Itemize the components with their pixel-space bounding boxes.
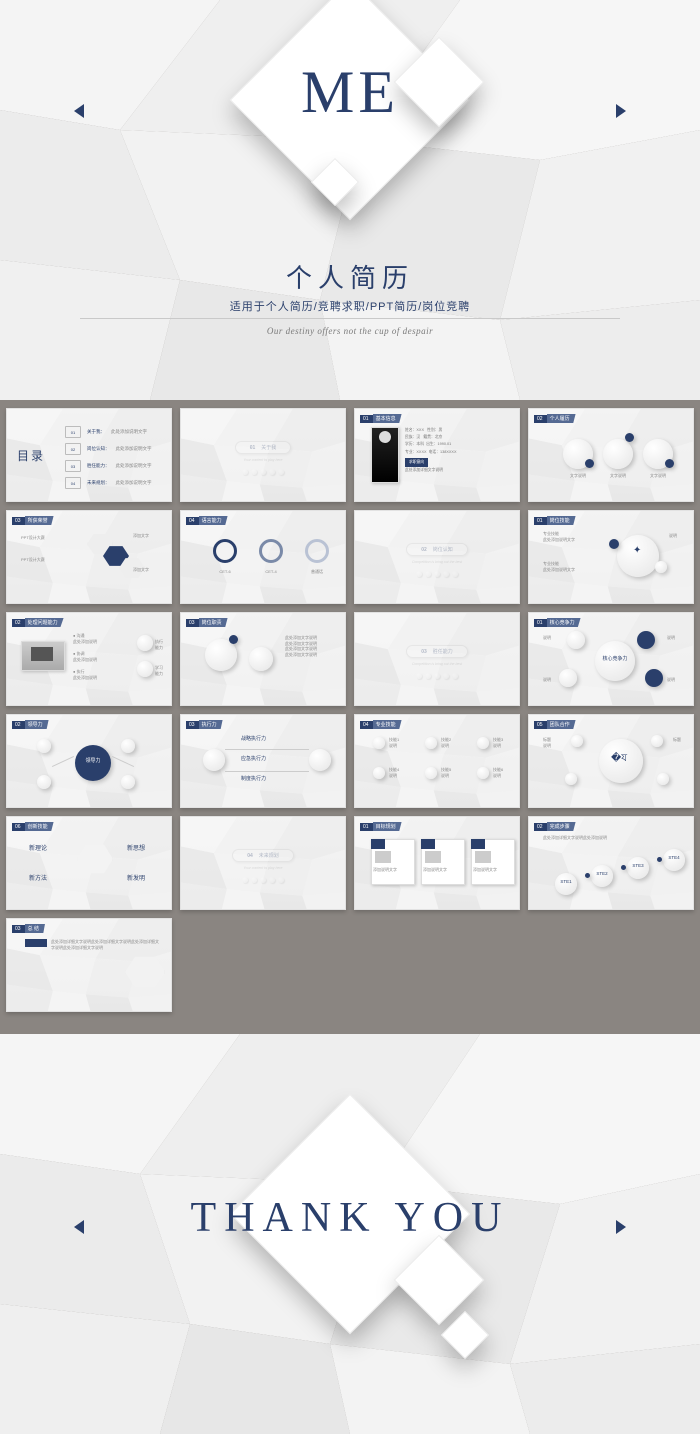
slide-tag-label: 语言能力	[199, 516, 228, 525]
slide-tag-label: 处理问题能力	[25, 618, 64, 627]
slide-tag-num: 01	[360, 823, 373, 831]
slide-tag-num: 03	[186, 721, 199, 729]
slide-tag-num: 03	[12, 925, 25, 933]
slide-tag: 01 岗位技能	[534, 516, 576, 525]
cover-cn-sub: 适用于个人简历/竞聘求职/PPT简历/岗位竞聘	[230, 298, 471, 314]
slide-thumb[interactable]: 03 总 结 此处添加详细文字说明此处添加详细文字说明此处添加详细文字说明此处添…	[6, 918, 172, 1012]
cover-slide: ME 个人简历 适用于个人简历/竞聘求职/PPT简历/岗位竞聘 Our dest…	[0, 0, 700, 400]
slide-tag-label: 完成步骤	[547, 822, 576, 831]
slide-tag-label: 所获荣誉	[25, 516, 54, 525]
slide-tag: 03 总 结	[12, 924, 45, 933]
slide-thumb[interactable]: 04未来规划 Your content to play here	[180, 816, 346, 910]
slide-tag-label: 执行力	[199, 720, 223, 729]
nav-prev[interactable]	[74, 104, 84, 118]
slide-tag: 02 领导力	[12, 720, 49, 729]
slide-thumb[interactable]: 04 语言能力 CET-6 CET-4 普通话	[180, 510, 346, 604]
slide-tag-label: 领导力	[25, 720, 49, 729]
slide-tag-num: 04	[186, 517, 199, 525]
slide-tag-label: 创新技能	[25, 822, 54, 831]
slide-thumb[interactable]: 01关于我 Your content to play here	[180, 408, 346, 502]
slide-thumb[interactable]: 03 岗位职责 此处添加文字说明此处添加文字说明此处添加文字说明此处添加文字说明	[180, 612, 346, 706]
slide-tag: 06 创新技能	[12, 822, 54, 831]
slide-thumb[interactable]: 02 处理问题能力 ● 沟通此处添加说明 ● 协调此处添加说明 ● 执行此处添加…	[6, 612, 172, 706]
slide-tag: 03 岗位职责	[186, 618, 228, 627]
slide-tag-num: 02	[12, 721, 25, 729]
slide-thumb[interactable]: 01 核心竞争力 核心竞争力 说明 说明 说明 说明	[528, 612, 694, 706]
slide-thumb[interactable]: 05 团队合作 �য 标题说明 标题	[528, 714, 694, 808]
slide-thumb[interactable]: 01 目标规划 添加说明文字 添加说明文字 添加说明文字	[354, 816, 520, 910]
slide-tag-label: 核心竞争力	[547, 618, 581, 627]
slide-tag-num: 04	[360, 721, 373, 729]
slide-tag: 03 所获荣誉	[12, 516, 54, 525]
slide-tag-label: 目标规划	[373, 822, 402, 831]
slide-tag-num: 01	[360, 415, 373, 423]
slide-tag-label: 岗位职责	[199, 618, 228, 627]
slide-tag-num: 02	[12, 619, 25, 627]
slide-tag: 01 核心竞争力	[534, 618, 581, 627]
cover-en-sub: Our destiny offers not the cup of despai…	[267, 326, 433, 336]
cover-cn-title: 个人简历	[286, 258, 414, 295]
slide-thumb[interactable]: 03 执行力 战略执行力 应急执行力 制度执行力	[180, 714, 346, 808]
slide-tag-num: 02	[534, 415, 547, 423]
slide-tag: 02 个人履历	[534, 414, 576, 423]
slide-thumb[interactable]: 02 领导力 领导力	[6, 714, 172, 808]
slide-tag-num: 01	[534, 517, 547, 525]
slide-tag-num: 03	[12, 517, 25, 525]
slide-thumb[interactable]: 04 专业技能 技能1说明 技能2说明 技能3说明 技能4说明 技能5说明 技能…	[354, 714, 520, 808]
slide-thumb[interactable]: 03胜任能力 Competition is bring out the best	[354, 612, 520, 706]
slide-thumb[interactable]: 06 创新技能 新理论新思想新方法新发明	[6, 816, 172, 910]
slide-thumb[interactable]: 目录 01关于我：此处添加说明文字 02岗位认知：此处添加说明文字 03胜任能力…	[6, 408, 172, 502]
slide-tag: 03 执行力	[186, 720, 223, 729]
slide-tag: 02 完成步骤	[534, 822, 576, 831]
cover-me: ME	[301, 58, 399, 127]
thumbnail-grid: 目录 01关于我：此处添加说明文字 02岗位认知：此处添加说明文字 03胜任能力…	[0, 400, 700, 1034]
closing-nav-next[interactable]	[616, 1220, 626, 1234]
slide-tag: 02 处理问题能力	[12, 618, 64, 627]
slide-thumb[interactable]: 01 岗位技能 专业技能此处添加说明文字 专业技能此处添加说明文字 ✦ 说明	[528, 510, 694, 604]
slide-tag-label: 团队合作	[547, 720, 576, 729]
slide-tag-label: 基本信息	[373, 414, 402, 423]
slide-tag: 04 语言能力	[186, 516, 228, 525]
slide-tag: 05 团队合作	[534, 720, 576, 729]
slide-tag-label: 岗位技能	[547, 516, 576, 525]
slide-tag-label: 专业技能	[373, 720, 402, 729]
slide-tag-label: 总 结	[25, 924, 45, 933]
slide-tag-num: 03	[186, 619, 199, 627]
slide-tag: 01 目标规划	[360, 822, 402, 831]
slide-tag-num: 01	[534, 619, 547, 627]
slide-thumb[interactable]: 01 基本信息 姓名：XXX 性别：男 民族：汉 籍贯：北京 学历：本科 出生：…	[354, 408, 520, 502]
slide-tag: 04 专业技能	[360, 720, 402, 729]
closing-slide: THANK YOU	[0, 1034, 700, 1434]
slide-thumb[interactable]: 02岗位认知 Competition is bring out the best	[354, 510, 520, 604]
nav-next[interactable]	[616, 104, 626, 118]
slide-tag-num: 05	[534, 721, 547, 729]
slide-thumb[interactable]: 03 所获荣誉 PPT设计大赛 PPT设计大赛 添加文字 添加文字	[6, 510, 172, 604]
closing-nav-prev[interactable]	[74, 1220, 84, 1234]
slide-tag-label: 个人履历	[547, 414, 576, 423]
slide-tag: 01 基本信息	[360, 414, 402, 423]
slide-tag-num: 06	[12, 823, 25, 831]
slide-thumb[interactable]: 02 个人履历 文字说明 文字说明 文字说明	[528, 408, 694, 502]
cover-rule	[80, 318, 620, 319]
slide-thumb[interactable]: 02 完成步骤 此处添加详细文字说明此处添加说明 STE1 STE2 STE3 …	[528, 816, 694, 910]
closing-text: THANK YOU	[191, 1194, 510, 1242]
slide-tag-num: 02	[534, 823, 547, 831]
